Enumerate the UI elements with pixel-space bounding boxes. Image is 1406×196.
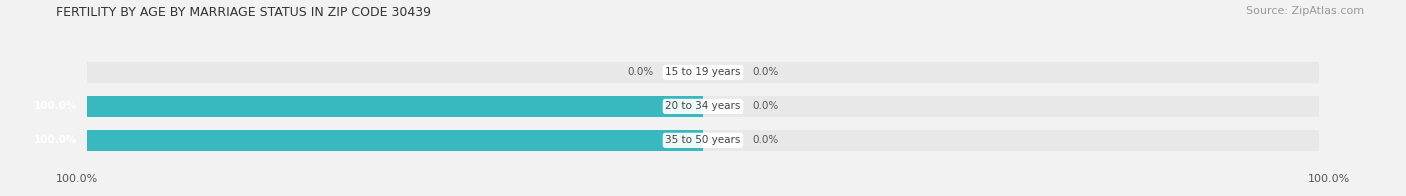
Text: 20 to 34 years: 20 to 34 years bbox=[665, 101, 741, 111]
Bar bbox=[87, 96, 1319, 117]
Text: 15 to 19 years: 15 to 19 years bbox=[665, 67, 741, 77]
Bar bbox=[87, 96, 703, 117]
Bar bbox=[87, 130, 1319, 151]
Text: 100.0%: 100.0% bbox=[34, 135, 77, 145]
Bar bbox=[87, 62, 1319, 83]
Text: FERTILITY BY AGE BY MARRIAGE STATUS IN ZIP CODE 30439: FERTILITY BY AGE BY MARRIAGE STATUS IN Z… bbox=[56, 6, 432, 19]
Text: 0.0%: 0.0% bbox=[752, 101, 779, 111]
Text: 100.0%: 100.0% bbox=[56, 174, 98, 184]
Text: 35 to 50 years: 35 to 50 years bbox=[665, 135, 741, 145]
Text: 100.0%: 100.0% bbox=[1308, 174, 1350, 184]
Text: 0.0%: 0.0% bbox=[752, 67, 779, 77]
Text: 0.0%: 0.0% bbox=[752, 135, 779, 145]
Bar bbox=[87, 130, 703, 151]
Text: 0.0%: 0.0% bbox=[627, 67, 654, 77]
Text: 100.0%: 100.0% bbox=[34, 101, 77, 111]
Legend: Married, Unmarried: Married, Unmarried bbox=[627, 195, 779, 196]
Text: Source: ZipAtlas.com: Source: ZipAtlas.com bbox=[1246, 6, 1364, 16]
